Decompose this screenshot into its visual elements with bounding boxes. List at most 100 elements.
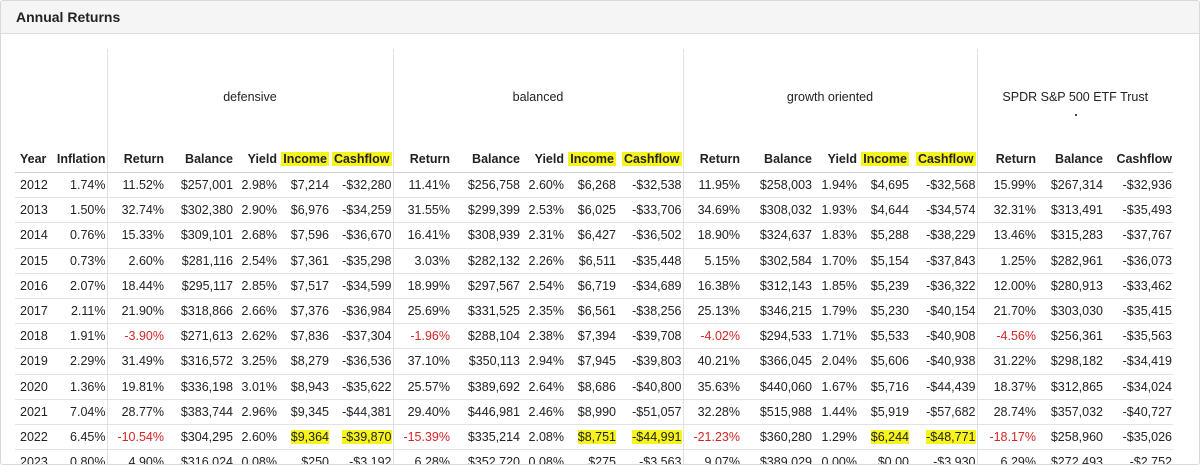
year-cell: 2023	[15, 450, 55, 465]
col-balanced-income-label: Income	[568, 152, 616, 166]
col-defensive-return-label: Return	[124, 152, 164, 166]
col-balanced-return-label: Return	[410, 152, 450, 166]
spdr-balance-cell: $298,182	[1037, 349, 1104, 374]
year-cell: 2019	[15, 349, 55, 374]
col-balanced-return[interactable]: Return	[393, 145, 451, 173]
year-cell: 2012	[15, 173, 55, 198]
balanced-balance-cell: $335,214	[451, 424, 521, 449]
defensive-balance-cell: $316,572	[165, 349, 234, 374]
col-spdr-cashflow-label: Cashflow	[1116, 152, 1172, 166]
col-growth-return[interactable]: Return	[683, 145, 741, 173]
balanced-return-cell: -1.96%	[393, 324, 451, 349]
growth-yield-cell: 1.94%	[813, 173, 858, 198]
group-balanced: balanced	[393, 49, 683, 145]
group-spdr: SPDR S&P 500 ETF Trust	[977, 49, 1173, 145]
growth-return-cell: 34.69%	[683, 198, 741, 223]
growth-return-cell: -4.02%	[683, 324, 741, 349]
col-growth-income-label: Income	[861, 152, 909, 166]
col-balanced-cashflow[interactable]: Cashflow	[617, 145, 683, 173]
col-defensive-yield[interactable]: Yield	[234, 145, 278, 173]
year-cell: 2015	[15, 248, 55, 273]
balanced-income-cell: $6,561	[565, 298, 617, 323]
col-growth-income[interactable]: Income	[858, 145, 910, 173]
col-growth-yield[interactable]: Yield	[813, 145, 858, 173]
inflation-cell: 1.36%	[55, 374, 107, 399]
col-inflation[interactable]: Inflation	[55, 145, 107, 173]
balanced-income-cell: $8,990	[565, 399, 617, 424]
growth-yield-cell: 1.79%	[813, 298, 858, 323]
balanced-cashflow-cell: -$39,803	[617, 349, 683, 374]
col-year-label: Year	[20, 152, 46, 166]
growth-income-highlight: $6,244	[871, 430, 909, 444]
col-balanced-yield-label: Yield	[535, 152, 564, 166]
col-balanced-income[interactable]: Income	[565, 145, 617, 173]
balanced-income-cell: $8,751	[565, 424, 617, 449]
year-cell: 2017	[15, 298, 55, 323]
defensive-return-cell: 19.81%	[107, 374, 165, 399]
col-spdr-balance[interactable]: Balance	[1037, 145, 1104, 173]
balanced-yield-cell: 2.53%	[521, 198, 565, 223]
group-spdr-label: SPDR S&P 500 ETF Trust	[1002, 90, 1148, 104]
balanced-cashflow-cell: -$34,689	[617, 273, 683, 298]
inflation-cell: 7.04%	[55, 399, 107, 424]
defensive-income-cell: $7,596	[278, 223, 330, 248]
balanced-income-highlight: $8,751	[578, 430, 616, 444]
defensive-return-cell: 31.49%	[107, 349, 165, 374]
defensive-return-cell: -3.90%	[107, 324, 165, 349]
balanced-income-cell: $6,511	[565, 248, 617, 273]
balanced-yield-cell: 2.35%	[521, 298, 565, 323]
balanced-balance-cell: $256,758	[451, 173, 521, 198]
growth-yield-cell: 1.71%	[813, 324, 858, 349]
col-spdr-balance-label: Balance	[1055, 152, 1103, 166]
balanced-return-cell: 37.10%	[393, 349, 451, 374]
defensive-income-cell: $7,361	[278, 248, 330, 273]
defensive-balance-cell: $271,613	[165, 324, 234, 349]
col-defensive-cashflow[interactable]: Cashflow	[330, 145, 393, 173]
balanced-balance-cell: $308,939	[451, 223, 521, 248]
col-defensive-return[interactable]: Return	[107, 145, 165, 173]
balanced-income-cell: $7,945	[565, 349, 617, 374]
col-defensive-income[interactable]: Income	[278, 145, 330, 173]
col-balanced-balance[interactable]: Balance	[451, 145, 521, 173]
growth-income-cell: $6,244	[858, 424, 910, 449]
balanced-yield-cell: 2.94%	[521, 349, 565, 374]
growth-income-cell: $5,919	[858, 399, 910, 424]
spdr-balance-cell: $272,493	[1037, 450, 1104, 465]
growth-income-cell: $5,230	[858, 298, 910, 323]
balanced-income-cell: $7,394	[565, 324, 617, 349]
defensive-balance-cell: $302,380	[165, 198, 234, 223]
col-year[interactable]: Year	[15, 145, 55, 173]
balanced-balance-cell: $446,981	[451, 399, 521, 424]
defensive-yield-cell: 2.68%	[234, 223, 278, 248]
growth-income-cell: $5,239	[858, 273, 910, 298]
col-defensive-balance[interactable]: Balance	[165, 145, 234, 173]
defensive-cashflow-cell: -$37,304	[330, 324, 393, 349]
col-growth-balance[interactable]: Balance	[741, 145, 813, 173]
spdr-return-cell: 15.99%	[977, 173, 1037, 198]
growth-income-cell: $4,644	[858, 198, 910, 223]
col-defensive-cashflow-label: Cashflow	[332, 152, 392, 166]
col-balanced-yield[interactable]: Yield	[521, 145, 565, 173]
defensive-yield-cell: 2.60%	[234, 424, 278, 449]
balanced-yield-cell: 2.08%	[521, 424, 565, 449]
group-spacer	[15, 49, 55, 145]
balanced-income-cell: $6,427	[565, 223, 617, 248]
growth-cashflow-cell: -$40,908	[910, 324, 977, 349]
spdr-return-cell: 28.74%	[977, 399, 1037, 424]
col-defensive-yield-label: Yield	[248, 152, 277, 166]
growth-return-cell: 40.21%	[683, 349, 741, 374]
col-growth-cashflow[interactable]: Cashflow	[910, 145, 977, 173]
spdr-cashflow-cell: -$35,563	[1104, 324, 1173, 349]
col-spdr-return[interactable]: Return	[977, 145, 1037, 173]
col-spdr-cashflow[interactable]: Cashflow	[1104, 145, 1173, 173]
spdr-balance-cell: $256,361	[1037, 324, 1104, 349]
balanced-income-cell: $275	[565, 450, 617, 465]
